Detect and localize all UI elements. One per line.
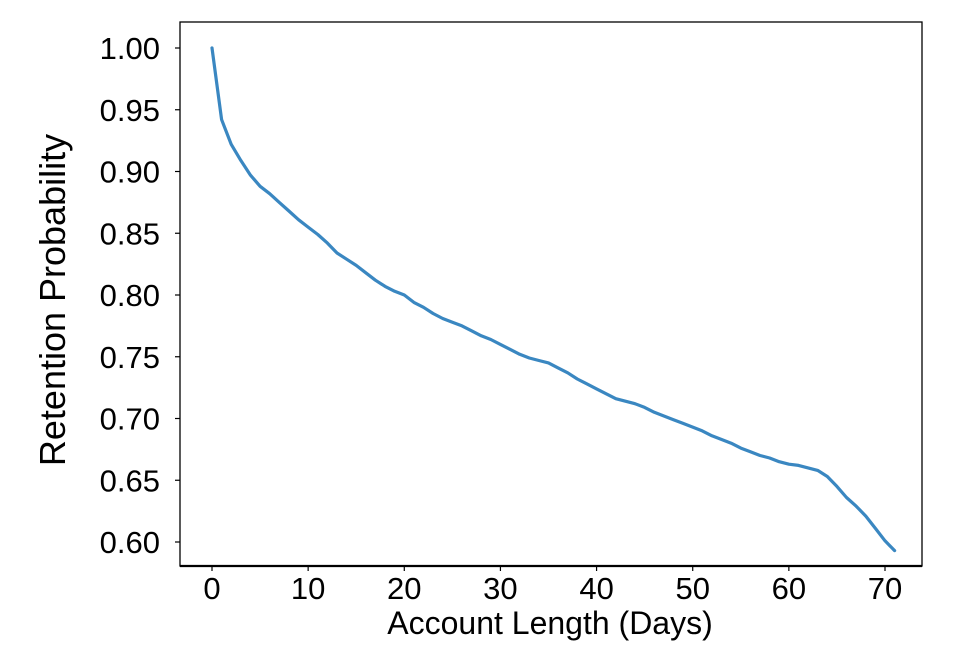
y-tick-label: 0.65 (100, 463, 160, 498)
x-tick-label: 30 (483, 571, 517, 606)
x-tick-label: 20 (387, 571, 421, 606)
y-tick-label: 0.90 (100, 155, 160, 190)
y-tick-label: 0.85 (100, 216, 160, 251)
plot-border (179, 21, 923, 567)
y-tick-label: 0.60 (100, 525, 160, 560)
x-tick-label: 10 (291, 571, 325, 606)
y-tick-label: 0.75 (100, 340, 160, 375)
x-tick-label: 70 (868, 571, 902, 606)
y-tick-label: 0.80 (100, 278, 160, 313)
y-axis-ticks: 0.60 0.65 0.70 0.75 0.80 0.85 0.90 0.95 1.00 (100, 31, 180, 560)
x-tick-label: 50 (675, 571, 709, 606)
y-axis-title: Retention Probability (32, 134, 73, 466)
plot-frame (179, 21, 923, 568)
x-tick-label: 60 (772, 571, 806, 606)
retention-series-line (210, 46, 897, 553)
y-tick-label: 0.95 (100, 93, 160, 128)
x-tick-label: 40 (579, 571, 613, 606)
y-tick-label: 0.70 (100, 402, 160, 437)
x-axis-ticks: 0 10 20 30 40 50 60 70 (203, 566, 902, 606)
x-axis-title: Account Length (Days) (387, 605, 713, 641)
series-layer (210, 46, 897, 553)
x-tick-label: 0 (203, 571, 220, 606)
y-tick-label: 1.00 (100, 31, 160, 66)
